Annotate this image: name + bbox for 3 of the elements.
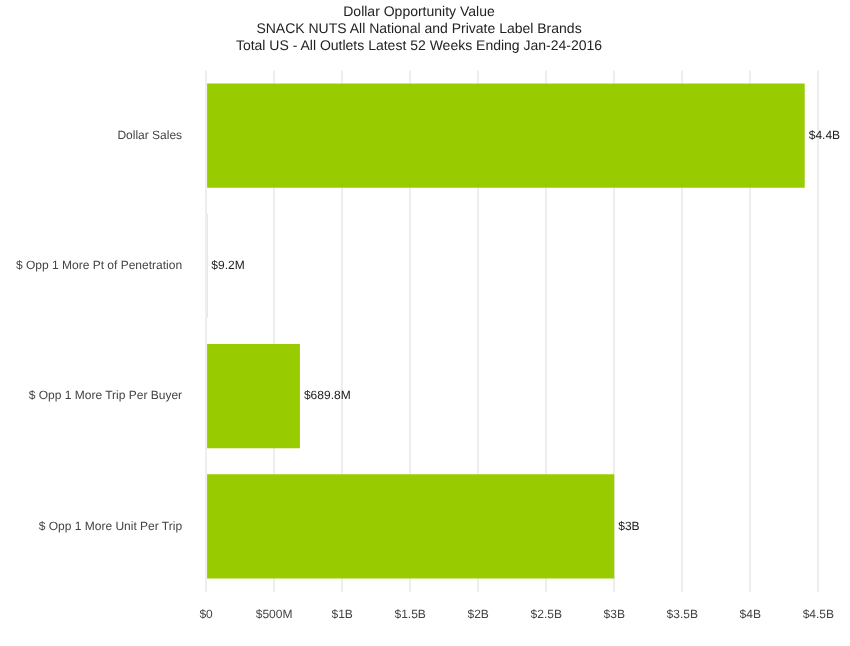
- bar: [207, 83, 805, 188]
- bar: [207, 344, 300, 449]
- bar: [207, 474, 615, 579]
